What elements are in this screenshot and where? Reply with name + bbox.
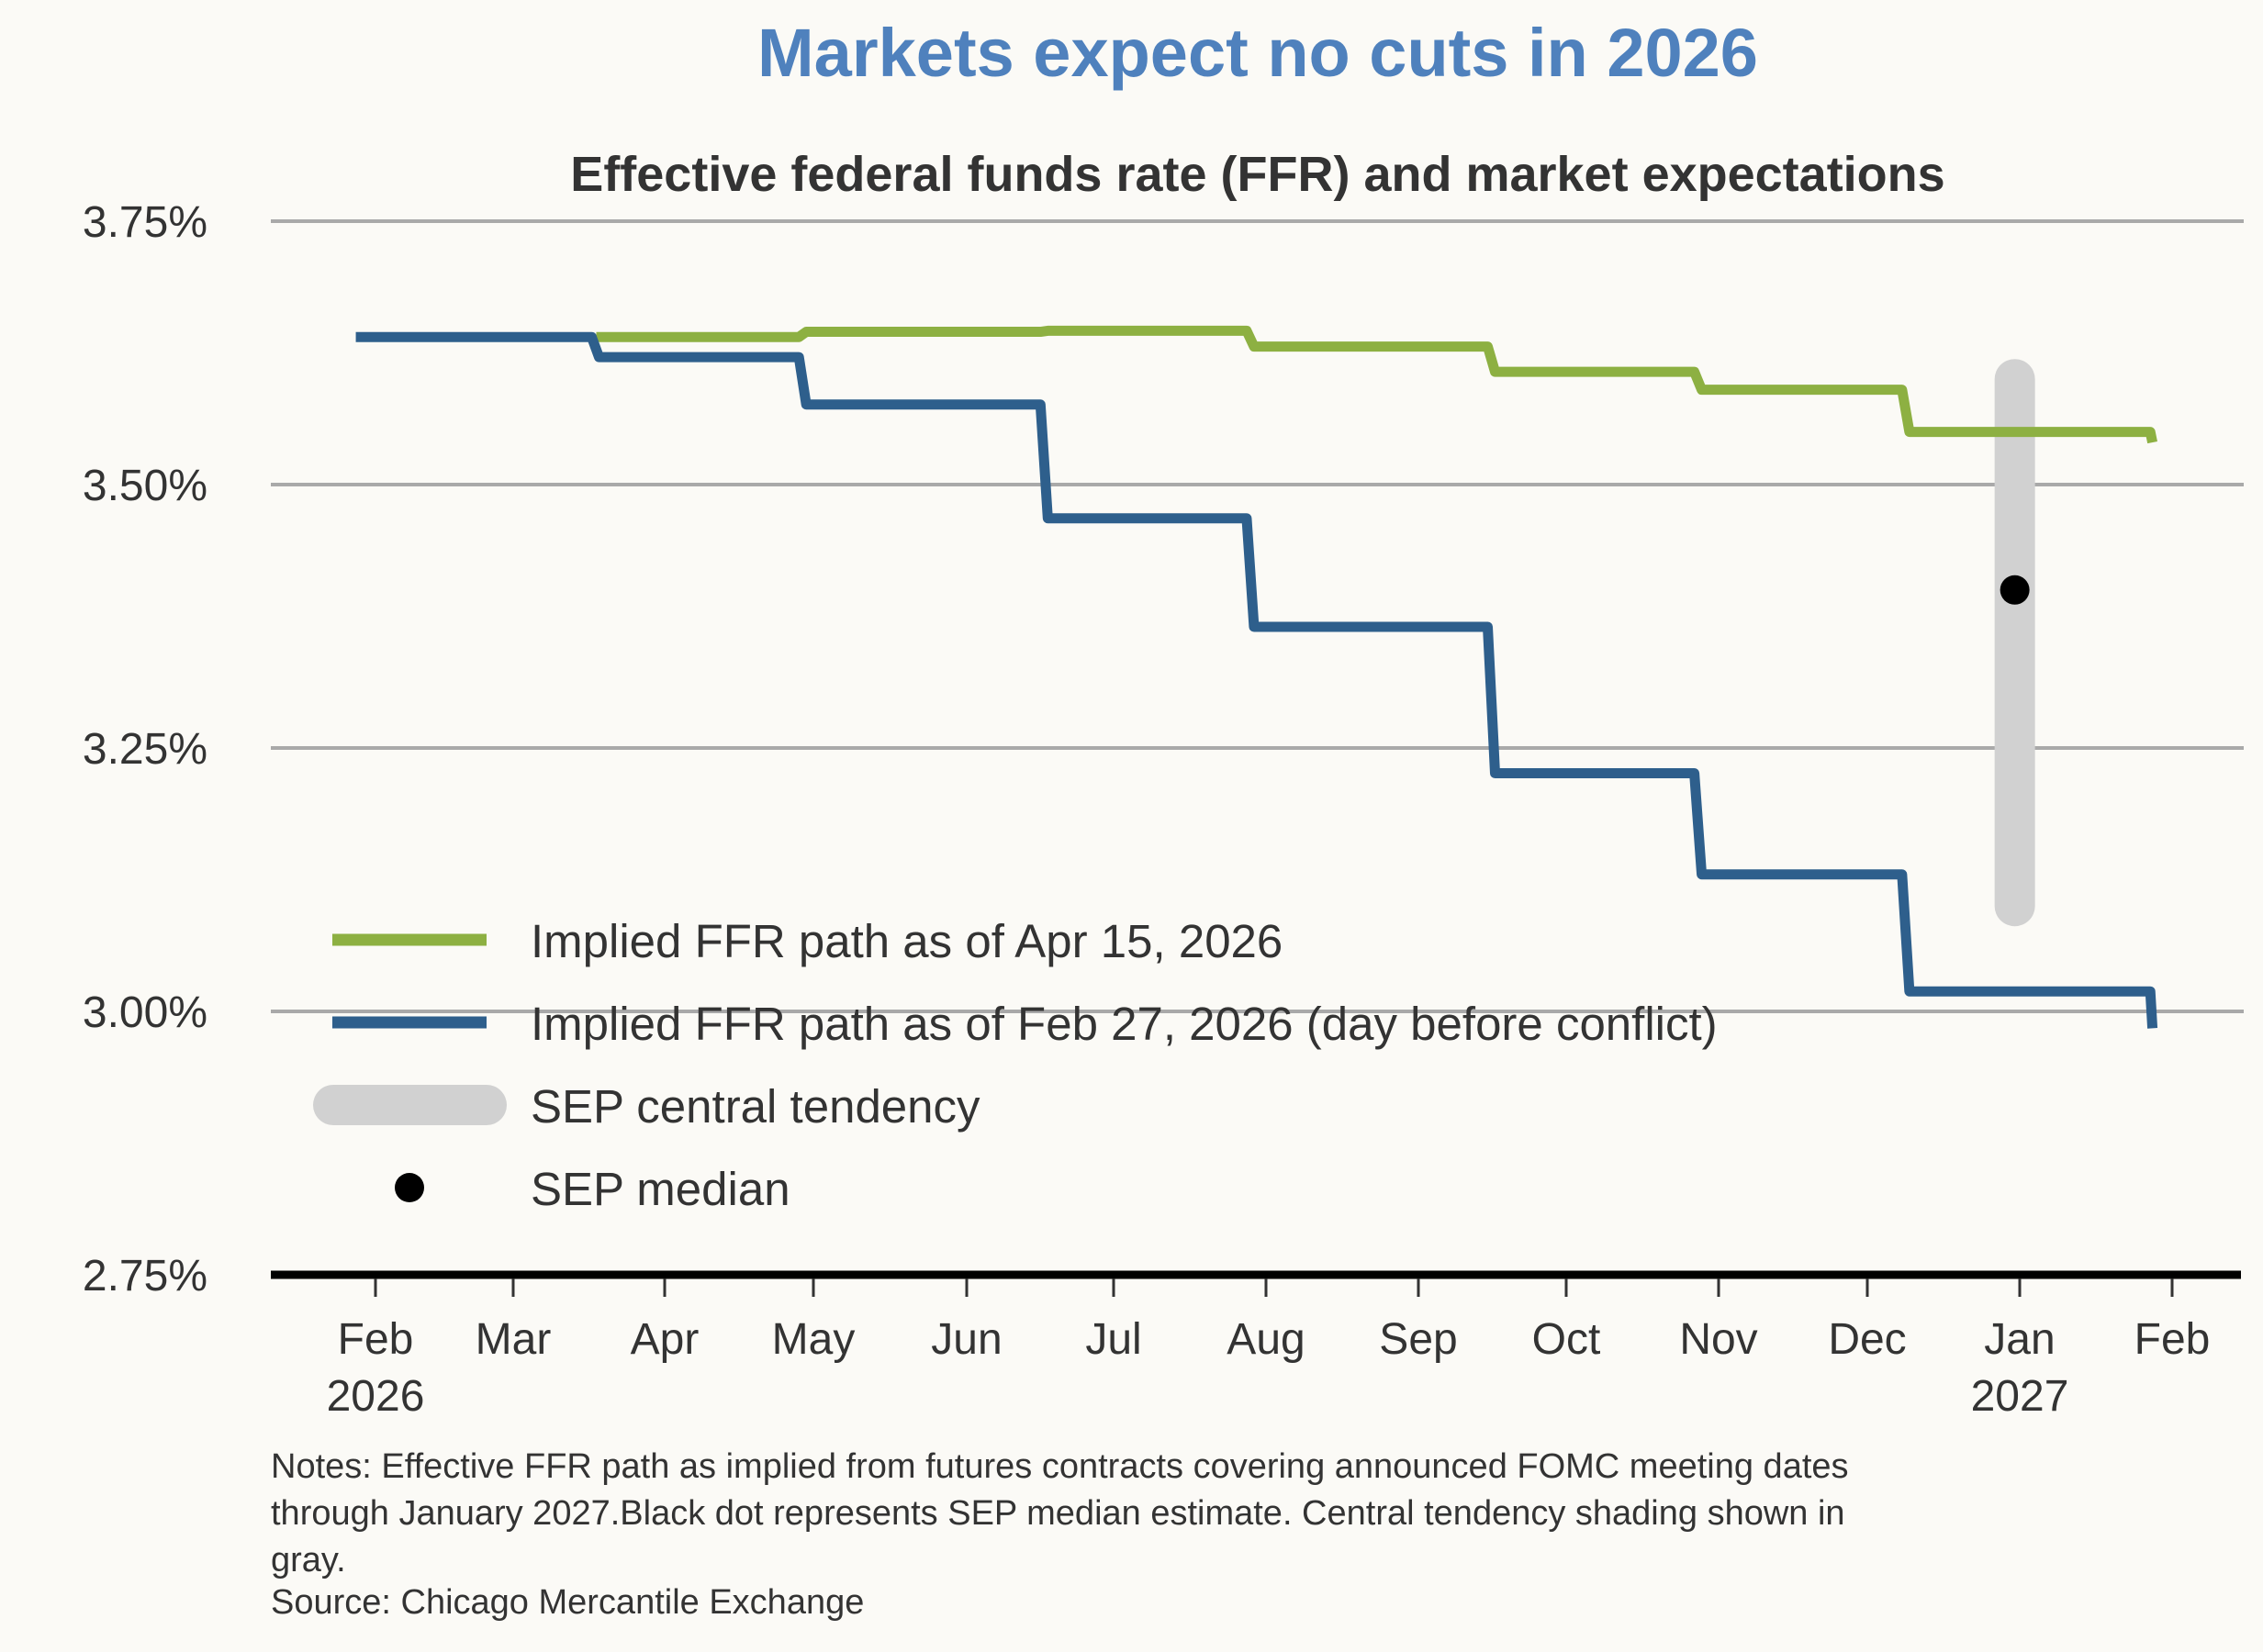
legend: Implied FFR path as of Apr 15, 2026 Impli…: [313, 915, 1718, 1215]
legend-swatch-dot: [395, 1173, 424, 1202]
y-tick-label: 3.25%: [83, 725, 207, 774]
y-axis-labels: 3.75% 3.50% 3.25% 3.00% 2.75%: [83, 198, 207, 1300]
x-tick-label: Apr: [631, 1315, 700, 1364]
notes: Notes: Effective FFR path as implied fro…: [271, 1447, 1849, 1622]
source-text: Source: Chicago Mercantile Exchange: [271, 1583, 864, 1622]
series-layer: [355, 325, 2158, 1029]
x-tick-label: Nov: [1679, 1315, 1757, 1364]
series-line-feb27: [355, 331, 2158, 1029]
x-tick-label: Aug: [1227, 1315, 1305, 1364]
chart-subtitle: Effective federal funds rate (FFR) and m…: [570, 147, 1944, 202]
x-tick-label: Sep: [1379, 1315, 1457, 1364]
x-tick-year-label: 2027: [1971, 1372, 2069, 1421]
x-tick-label: Dec: [1828, 1315, 1906, 1364]
y-tick-label: 3.50%: [83, 462, 207, 510]
y-tick-label: 3.00%: [83, 988, 207, 1037]
x-tick-label: Feb: [338, 1315, 414, 1364]
legend-label: Implied FFR path as of Apr 15, 2026: [531, 915, 1283, 967]
x-tick-label: Jun: [931, 1315, 1002, 1364]
sep-median-dot: [2000, 575, 2030, 605]
series-line-apr15: [596, 325, 2157, 444]
x-tick-label: May: [772, 1315, 856, 1364]
x-tick-label: Jan: [1984, 1315, 2055, 1364]
y-tick-label: 2.75%: [83, 1252, 207, 1300]
legend-label: SEP median: [531, 1163, 790, 1215]
x-tick-label: Mar: [476, 1315, 552, 1364]
notes-text: gray.: [271, 1541, 346, 1579]
x-tick-label: Jul: [1085, 1315, 1141, 1364]
x-tick-year-label: 2026: [327, 1372, 425, 1421]
x-tick-label: Oct: [1532, 1315, 1601, 1364]
legend-label: Implied FFR path as of Feb 27, 2026 (day…: [531, 998, 1718, 1050]
gridlines: [271, 219, 2244, 1013]
y-tick-label: 3.75%: [83, 198, 207, 247]
legend-label: SEP central tendency: [531, 1080, 980, 1133]
notes-text: Notes: Effective FFR path as implied fro…: [271, 1447, 1849, 1486]
chart-title: Markets expect no cuts in 2026: [757, 15, 1758, 91]
notes-text: through January 2027.Black dot represent…: [271, 1494, 1845, 1533]
x-axis: Feb 2026 Mar Apr May Jun Jul Aug Sep Oct Nov Dec Jan…: [271, 1270, 2241, 1421]
x-tick-label: Feb: [2134, 1315, 2211, 1364]
